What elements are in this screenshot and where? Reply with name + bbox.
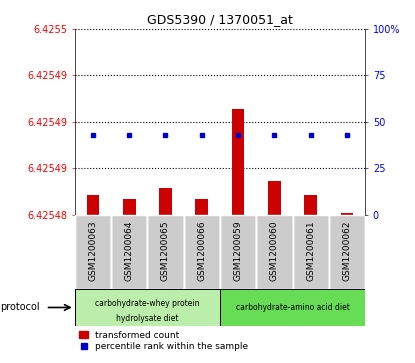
Bar <box>220 215 256 289</box>
Bar <box>147 215 183 289</box>
Bar <box>341 213 354 215</box>
Text: carbohydrate-whey protein: carbohydrate-whey protein <box>95 299 200 308</box>
Text: GSM1200062: GSM1200062 <box>342 221 352 281</box>
Bar <box>329 215 365 289</box>
Bar <box>268 181 281 215</box>
Bar <box>220 289 365 326</box>
Text: GSM1200060: GSM1200060 <box>270 221 279 281</box>
Bar <box>75 289 220 326</box>
Bar <box>304 195 317 215</box>
Bar <box>111 215 147 289</box>
Text: GSM1200061: GSM1200061 <box>306 221 315 281</box>
Bar <box>123 199 136 215</box>
Bar <box>75 215 111 289</box>
Title: GDS5390 / 1370051_at: GDS5390 / 1370051_at <box>147 13 293 26</box>
Text: GSM1200066: GSM1200066 <box>197 221 206 281</box>
Bar <box>195 199 208 215</box>
Text: GSM1200059: GSM1200059 <box>234 221 243 281</box>
Bar <box>86 195 99 215</box>
Text: GSM1200064: GSM1200064 <box>124 221 134 281</box>
Text: carbohydrate-amino acid diet: carbohydrate-amino acid diet <box>236 303 349 312</box>
Bar <box>293 215 329 289</box>
Text: protocol: protocol <box>0 302 39 313</box>
Bar <box>232 110 244 215</box>
Bar <box>183 215 220 289</box>
Text: GSM1200063: GSM1200063 <box>88 221 98 281</box>
Text: GSM1200065: GSM1200065 <box>161 221 170 281</box>
Legend: transformed count, percentile rank within the sample: transformed count, percentile rank withi… <box>79 331 249 351</box>
Bar <box>256 215 293 289</box>
Text: hydrolysate diet: hydrolysate diet <box>116 314 178 323</box>
Bar <box>159 188 172 215</box>
